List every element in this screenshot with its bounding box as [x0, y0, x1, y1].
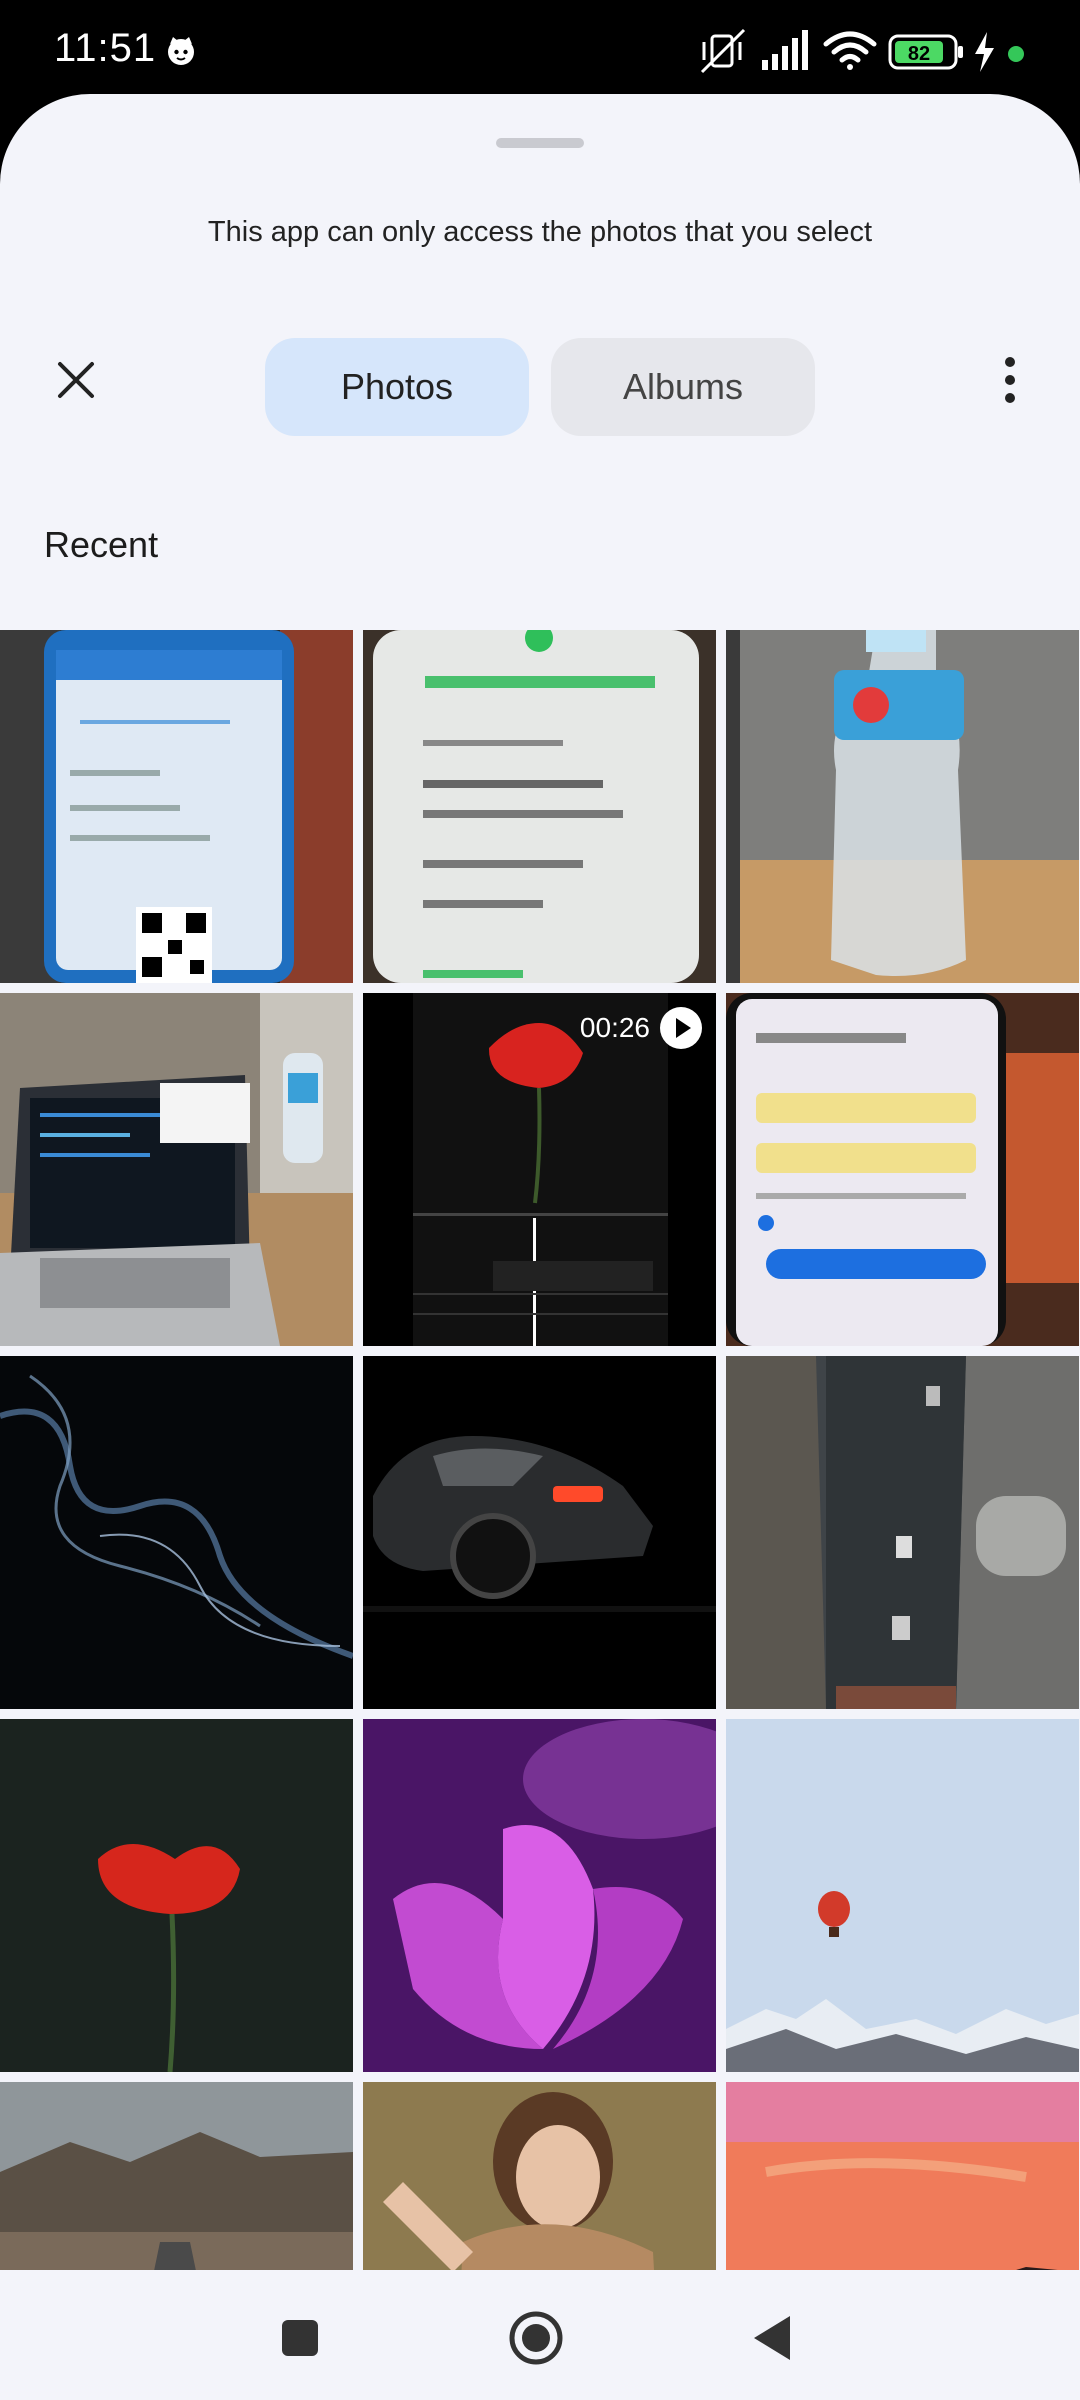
- play-icon: [660, 1007, 702, 1049]
- dot-icon: [1008, 46, 1024, 62]
- back-triangle-icon: [754, 2316, 790, 2360]
- photo-tile[interactable]: [726, 630, 1079, 983]
- recents-button[interactable]: [272, 2310, 328, 2366]
- wifi-icon: [823, 31, 877, 70]
- more-options-button[interactable]: [980, 344, 1040, 416]
- photo-picker-sheet: This app can only access the photos that…: [0, 94, 1080, 2400]
- status-bar: 11:51 82: [0, 0, 1080, 100]
- video-tile[interactable]: 00:26: [363, 993, 716, 1346]
- photo-tile[interactable]: [363, 1719, 716, 2072]
- status-time: 11:51: [54, 26, 157, 70]
- tab-photos[interactable]: Photos: [265, 338, 529, 436]
- close-button[interactable]: [40, 344, 112, 416]
- photo-tile[interactable]: [0, 1356, 353, 1709]
- signal-icon: [762, 30, 808, 70]
- battery-level: 82: [908, 43, 930, 65]
- photo-thumbnail: [726, 993, 1079, 1346]
- home-circle-icon: [509, 2311, 563, 2365]
- cat-face-icon: [168, 37, 194, 65]
- charging-icon: [975, 32, 994, 72]
- photo-thumbnail: [363, 1356, 716, 1709]
- status-icons: 82: [700, 28, 1024, 74]
- navigation-bar: [0, 2270, 1080, 2400]
- photo-tile[interactable]: [363, 630, 716, 983]
- photo-tile[interactable]: [0, 630, 353, 983]
- photo-thumbnail: [0, 630, 353, 983]
- video-badge: 00:26: [580, 1007, 702, 1049]
- photo-tile[interactable]: [0, 993, 353, 1346]
- photo-tile[interactable]: [0, 1719, 353, 2072]
- drag-handle[interactable]: [496, 138, 584, 148]
- battery-icon: 82: [888, 34, 963, 70]
- tab-albums[interactable]: Albums: [551, 338, 815, 436]
- mute-vibrate-icon: [700, 28, 746, 74]
- photo-tile[interactable]: [726, 1719, 1079, 2072]
- access-notice: This app can only access the photos that…: [207, 216, 873, 248]
- photo-tile[interactable]: [726, 1356, 1079, 1709]
- photo-tile[interactable]: [726, 993, 1079, 1346]
- home-button[interactable]: [508, 2310, 564, 2366]
- section-title-recent: Recent: [44, 524, 159, 565]
- photo-thumbnail: [0, 993, 353, 1346]
- photo-thumbnail: [0, 1356, 353, 1709]
- photo-thumbnail: [363, 630, 716, 983]
- more-vertical-icon: [1005, 357, 1015, 403]
- photo-tile[interactable]: [363, 1356, 716, 1709]
- recents-square-icon: [282, 2320, 318, 2356]
- photo-thumbnail: [363, 1719, 716, 2072]
- back-button[interactable]: [744, 2310, 800, 2366]
- photo-thumbnail: [726, 1719, 1079, 2072]
- close-icon: [58, 362, 94, 398]
- video-duration: 00:26: [579, 1012, 650, 1043]
- video-thumbnail: [363, 993, 716, 1346]
- photo-thumbnail: [726, 1356, 1079, 1709]
- photo-thumbnail: [0, 1719, 353, 2072]
- photo-thumbnail: [726, 630, 1079, 983]
